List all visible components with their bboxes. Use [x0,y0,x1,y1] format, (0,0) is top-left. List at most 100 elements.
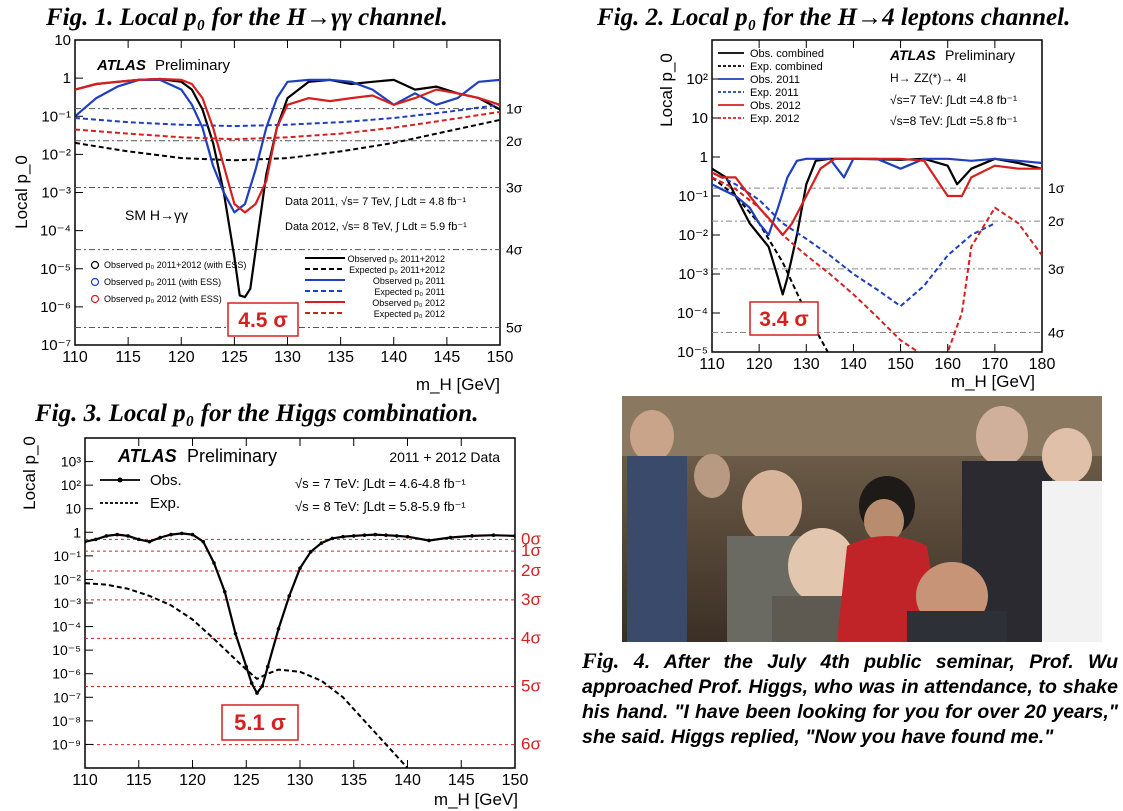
fig3-sigma-label: 3σ [521,590,541,609]
fig2-series-line [712,171,996,308]
fig2-sigma-label: 3σ [1048,261,1065,277]
fig2-xtick-label: 140 [840,356,867,373]
fig2-ytick-label: 10⁻³ [678,266,708,283]
fig2-series-clip [712,157,1042,352]
fig1-ylabel: Local p_0 [12,155,31,229]
fig3-data-point [233,631,238,636]
fig1-ytick-label: 1 [63,70,71,87]
fig1-legend-label: Expected p₀ 2011+2012 [349,265,445,275]
fig1-ytick-label: 10⁻⁴ [40,223,71,240]
fig3-xtick-label: 115 [126,772,152,789]
fig3-data-point [85,539,87,544]
fig2-legend-label: Exp. 2012 [750,113,800,125]
fig3-data-point [126,534,130,538]
seminar-photo-illustration [622,396,1102,642]
fig1-legend-label-ess: Observed p₀ 2011+2012 (with ESS) [104,260,246,270]
fig1-xtick-label: 145 [434,349,461,366]
fig1-series [75,77,500,299]
fig3-series [85,531,515,768]
fig3-legend-marker [117,477,123,483]
fig2-xtick-label: 180 [1029,356,1056,373]
fig1-xtick-label: 115 [115,349,141,366]
fig3-sigma-label: 1σ [521,541,541,560]
fig3-data-point [136,537,141,542]
fig2-series-line [712,157,1042,237]
fig2-legend-label: Obs. 2011 [750,74,800,86]
fig1-sigma-label: 5σ [506,320,523,336]
fig3-sigma-label: 5σ [521,676,541,695]
fig1-ytick-label: 10⁻⁷ [41,337,71,354]
fig1-ytick-label: 10⁻⁵ [40,261,71,278]
fig2-legend-label: Exp. combined [750,61,823,73]
fig3-data-point [260,684,265,688]
fig2-ylabel: Local p_0 [657,53,676,127]
fig1-series-line [75,77,500,214]
fig3-data-point [147,539,152,544]
fig2-preliminary: Preliminary [945,47,1015,63]
fig3-data-point [249,681,254,685]
fig3-data-point [405,534,410,539]
fig1-xtick-label: 120 [168,349,195,366]
fig1-xtick-label: 110 [62,349,88,366]
fig2-series-line [712,157,1042,237]
fig1-channel: SM H→γγ [125,207,188,223]
fig1-series-line [75,110,500,141]
fig1-legend-label: Expected p₀ 2011 [374,287,445,297]
fig3-data-point [179,531,184,536]
fig3-xlabel: m_H [GeV] [434,790,518,809]
fig3-series-clip [85,531,515,768]
fig1-legend-label: Observed p₀ 2012 [372,298,445,308]
fig3-significance: 5.1 σ [234,710,286,735]
fig3-data-point [470,534,474,538]
fig3-data-point [93,537,98,542]
fig3-data-point [427,538,431,543]
fig2-xtick-label: 110 [699,356,725,373]
fig1-legend-marker [90,277,100,287]
seminar-photo [622,396,1102,642]
fig3-ytick-label: 10⁻³ [53,595,81,611]
fig3-ytick-label: 10⁻⁷ [53,689,81,705]
fig2-significance: 3.4 σ [759,308,808,331]
fig3-ytick-label: 10 [65,501,81,517]
fig3-data-point [513,534,515,538]
fig3-xtick-label: 135 [340,772,367,789]
fig3-xtick-label: 140 [394,772,421,789]
fig3-ytick-label: 10⁻⁶ [52,666,81,682]
fig3-data-point [341,534,345,539]
fig1-legend-label: Observed p₀ 2011 [373,276,445,286]
fig3-legend: Obs. Exp. [100,472,182,512]
fig3-data-point [201,539,206,544]
fig1-series-clip [75,77,500,299]
fig1-ytick-label: 10⁻⁶ [40,299,71,316]
fig1-ytick-label: 10 [54,32,71,49]
fig3-ticks: 10³ 10² 10 1 10⁻¹ 10⁻² 10⁻³ 10⁻⁴ 10⁻⁵ 10⁻⁶ 10⁻⁷ 10⁻… [52,438,528,789]
fig3-xtick-label: 150 [502,772,529,789]
fig3-ytick-label: 10⁻¹ [53,548,81,564]
fig1-data2012: Data 2012, √s= 8 TeV, ∫ Ldt = 5.9 fb⁻¹ [285,221,467,233]
fig3-data-point [255,691,259,695]
fig3-series-line [85,582,409,768]
fig3-data-point [212,561,216,565]
fig1-xlabel: m_H [GeV] [416,375,500,394]
fig3-ytick-label: 10⁻⁹ [52,736,81,752]
fig2-xtick-label: 120 [746,356,773,373]
fig3-data-point [276,627,281,631]
fig2-xlabel: m_H [GeV] [951,372,1035,391]
fig1-series-line [75,78,500,214]
fig1-ytick-label: 10⁻² [41,146,71,163]
fig2-xtick-label: 160 [934,356,961,373]
fig1-data2011: Data 2011, √s= 7 TeV, ∫ Ldt = 4.8 fb⁻¹ [285,196,466,208]
fig3-data-point [104,534,109,538]
fig3-title: Fig. 3. Local p₀ for the Higgs combinati… [35,400,479,427]
fig1-preliminary: Preliminary [155,57,231,74]
fig2-sigma-label: 2σ [1048,213,1065,229]
fig3-data-point [351,534,356,538]
fig2-ytick-label: 10⁻² [678,227,708,244]
fig1-xtick-label: 150 [487,349,514,366]
fig3-sigma-label: 6σ [521,735,541,754]
